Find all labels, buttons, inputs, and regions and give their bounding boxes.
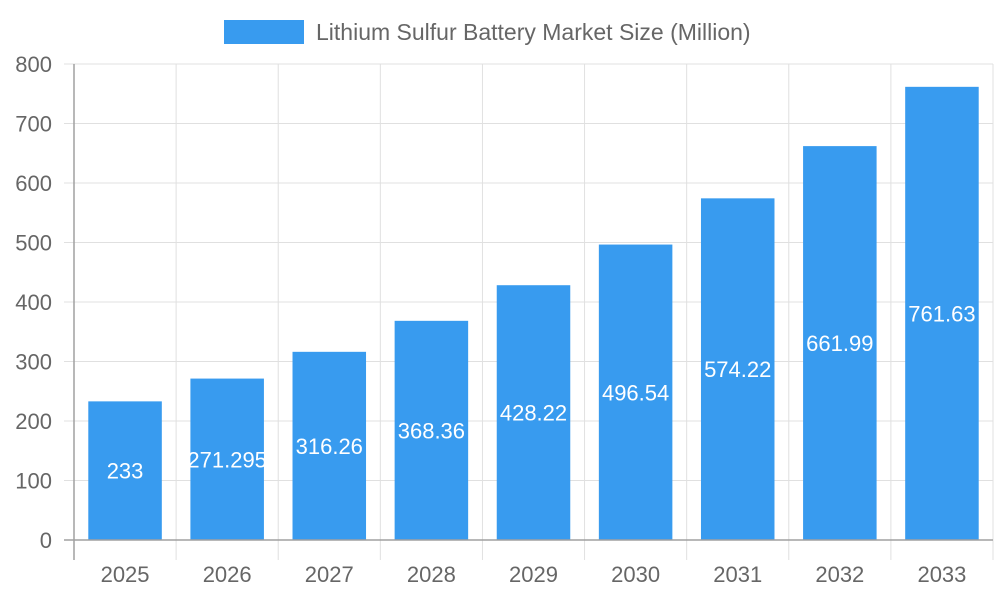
data-label: 761.63 (908, 301, 975, 326)
data-label: 368.36 (398, 418, 465, 443)
data-label: 271.295 (187, 447, 267, 472)
x-tick-label: 2025 (101, 562, 150, 587)
legend-swatch (224, 20, 304, 44)
bars: 233 271.295 316.26 368.36 428.22 496.54 574.22… (88, 86, 979, 541)
y-tick-label: 400 (15, 290, 52, 315)
y-tick-label: 100 (15, 469, 52, 494)
bar-2031 (700, 198, 775, 540)
legend[interactable]: Lithium Sulfur Battery Market Size (Mill… (224, 19, 751, 45)
x-tick-label: 2028 (407, 562, 456, 587)
y-tick-label: 0 (40, 528, 52, 553)
bar-2026 (190, 378, 264, 540)
x-tick-label: 2033 (917, 562, 966, 587)
x-tick-label: 2030 (611, 562, 660, 587)
x-tick-label: 2027 (305, 562, 354, 587)
x-tick-label: 2032 (815, 562, 864, 587)
bar-2030 (598, 244, 673, 540)
y-tick-label: 500 (15, 231, 52, 256)
data-label: 496.54 (602, 380, 669, 405)
x-tick-label: 2029 (509, 562, 558, 587)
x-tick-label: 2031 (713, 562, 762, 587)
y-tick-label: 700 (15, 112, 52, 137)
x-tick-label: 2026 (203, 562, 252, 587)
y-tick-label: 300 (15, 350, 52, 375)
data-label: 661.99 (806, 331, 873, 356)
data-label: 428.22 (500, 401, 567, 426)
bar-2032 (803, 146, 877, 540)
data-label: 316.26 (296, 434, 363, 459)
bar-2027 (292, 351, 367, 540)
legend-label: Lithium Sulfur Battery Market Size (Mill… (316, 19, 751, 45)
data-label: 233 (107, 459, 144, 484)
bar-2029 (496, 285, 571, 540)
bar-2025 (88, 401, 162, 540)
y-tick-label: 800 (15, 52, 52, 77)
y-tick-label: 200 (15, 409, 52, 434)
data-label: 574.22 (704, 357, 771, 382)
y-tick-label: 600 (15, 171, 52, 196)
bar-2033 (905, 86, 979, 541)
axes: 0 100 200 300 400 500 600 700 800 2025 2026 2027 202… (15, 52, 993, 587)
bar-2028 (394, 320, 469, 540)
